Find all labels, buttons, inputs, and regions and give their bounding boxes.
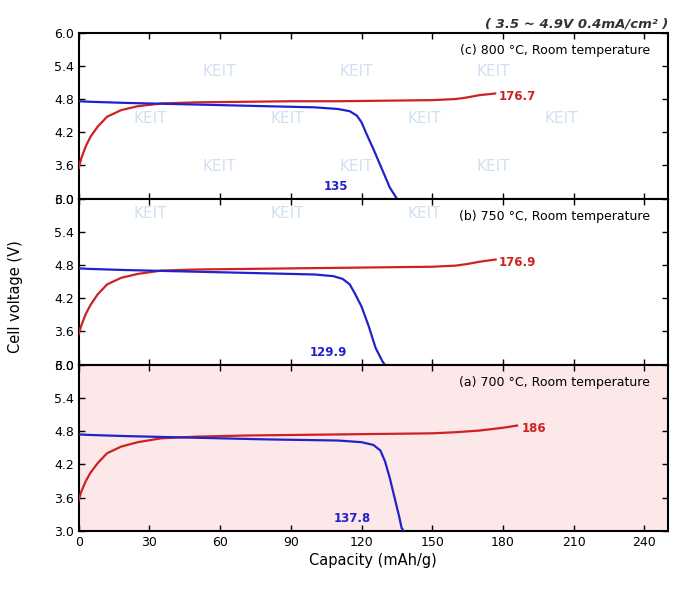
- Text: KEIT: KEIT: [134, 111, 167, 126]
- Text: KEIT: KEIT: [477, 63, 510, 79]
- Text: 176.7: 176.7: [498, 90, 536, 103]
- Text: Cell voltage (V): Cell voltage (V): [8, 240, 23, 353]
- Text: KEIT: KEIT: [271, 111, 304, 126]
- Text: KEIT: KEIT: [134, 206, 167, 221]
- Text: KEIT: KEIT: [408, 111, 441, 126]
- Text: KEIT: KEIT: [545, 111, 578, 126]
- Text: 137.8: 137.8: [334, 512, 371, 525]
- Text: KEIT: KEIT: [203, 63, 236, 79]
- Text: KEIT: KEIT: [203, 158, 236, 174]
- X-axis label: Capacity (mAh/g): Capacity (mAh/g): [310, 553, 437, 568]
- Text: (c) 800 °C, Room temperature: (c) 800 °C, Room temperature: [460, 44, 650, 58]
- Text: KEIT: KEIT: [477, 158, 510, 174]
- Text: 176.9: 176.9: [498, 256, 536, 269]
- Text: 129.9: 129.9: [310, 346, 347, 359]
- Text: KEIT: KEIT: [340, 63, 373, 79]
- Text: KEIT: KEIT: [271, 206, 304, 221]
- Text: (a) 700 °C, Room temperature: (a) 700 °C, Room temperature: [460, 377, 650, 390]
- Text: KEIT: KEIT: [408, 206, 441, 221]
- Text: (b) 750 °C, Room temperature: (b) 750 °C, Room temperature: [459, 211, 650, 224]
- Text: 186: 186: [522, 422, 547, 435]
- Text: KEIT: KEIT: [340, 158, 373, 174]
- Text: ( 3.5 ~ 4.9V 0.4mA/cm² ): ( 3.5 ~ 4.9V 0.4mA/cm² ): [484, 18, 668, 31]
- Text: 135: 135: [324, 180, 349, 193]
